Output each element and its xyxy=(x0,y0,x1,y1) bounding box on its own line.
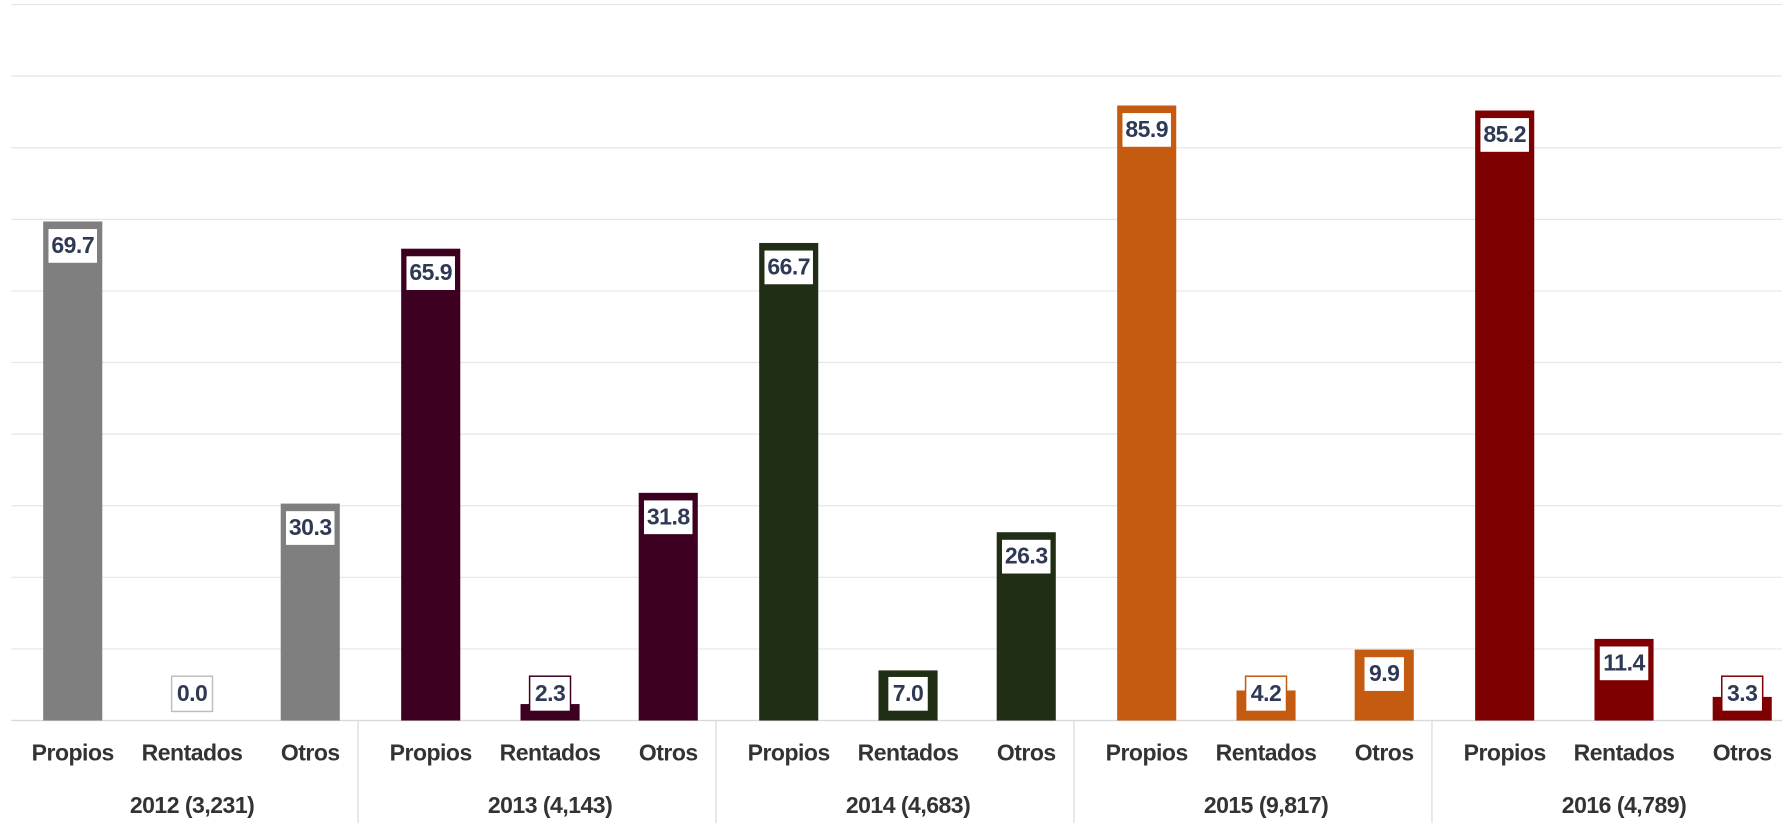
value-label: 3.3 xyxy=(1727,680,1757,706)
bar xyxy=(1117,105,1177,721)
value-label: 4.2 xyxy=(1251,680,1281,706)
value-label: 0.0 xyxy=(177,680,207,706)
value-label-box xyxy=(404,254,457,292)
bar xyxy=(43,221,103,721)
value-label: 7.0 xyxy=(893,680,923,706)
x-tick-label: Otros xyxy=(1355,740,1414,766)
value-label-box xyxy=(1000,538,1052,576)
value-label-box xyxy=(528,675,572,713)
value-label: 65.9 xyxy=(409,259,452,285)
x-tick-label: Rentados xyxy=(142,740,243,766)
value-label-box xyxy=(1598,644,1650,682)
x-tick-label: Otros xyxy=(639,740,698,766)
value-label-box xyxy=(1244,675,1288,713)
value-label: 69.7 xyxy=(51,232,94,258)
value-label-box xyxy=(762,249,815,286)
x-tick-label: Rentados xyxy=(858,740,959,766)
value-label-box xyxy=(1721,675,1764,713)
value-label-box xyxy=(886,675,930,713)
x-tick-label: Propios xyxy=(390,740,472,766)
x-tick-label: Rentados xyxy=(500,740,601,766)
value-label: 30.3 xyxy=(289,514,332,540)
x-tick-label: Propios xyxy=(748,740,830,766)
value-label: 85.2 xyxy=(1483,121,1526,147)
group-label: 2012 (3,231) xyxy=(130,792,254,818)
value-label: 66.7 xyxy=(767,253,810,279)
x-tick-label: Propios xyxy=(1106,740,1188,766)
x-tick-label: Otros xyxy=(997,740,1056,766)
bar xyxy=(1475,110,1535,721)
value-label-box xyxy=(1363,655,1406,693)
x-tick-label: Propios xyxy=(32,740,114,766)
x-tick-label: Propios xyxy=(1464,740,1546,766)
value-label-box xyxy=(284,509,337,547)
value-label: 11.4 xyxy=(1603,649,1645,675)
group-label: 2014 (4,683) xyxy=(846,792,970,818)
value-label-box xyxy=(642,498,695,536)
value-label: 2.3 xyxy=(535,680,565,706)
value-label: 31.8 xyxy=(647,503,690,529)
value-label-box xyxy=(46,227,99,265)
x-tick-label: Rentados xyxy=(1216,740,1317,766)
value-label-box xyxy=(1478,116,1531,154)
x-tick-label: Rentados xyxy=(1574,740,1675,766)
x-tick-label: Otros xyxy=(281,740,340,766)
group-label: 2013 (4,143) xyxy=(488,792,612,818)
bar xyxy=(401,248,461,721)
value-label-box xyxy=(1120,111,1173,149)
group-label: 2015 (9,817) xyxy=(1204,792,1328,818)
group-label: 2016 (4,789) xyxy=(1562,792,1686,818)
value-label: 26.3 xyxy=(1005,543,1048,569)
bar xyxy=(759,242,819,721)
value-label-box xyxy=(170,675,214,713)
value-label: 9.9 xyxy=(1369,660,1399,686)
value-label: 85.9 xyxy=(1125,116,1168,142)
x-tick-label: Otros xyxy=(1713,740,1772,766)
